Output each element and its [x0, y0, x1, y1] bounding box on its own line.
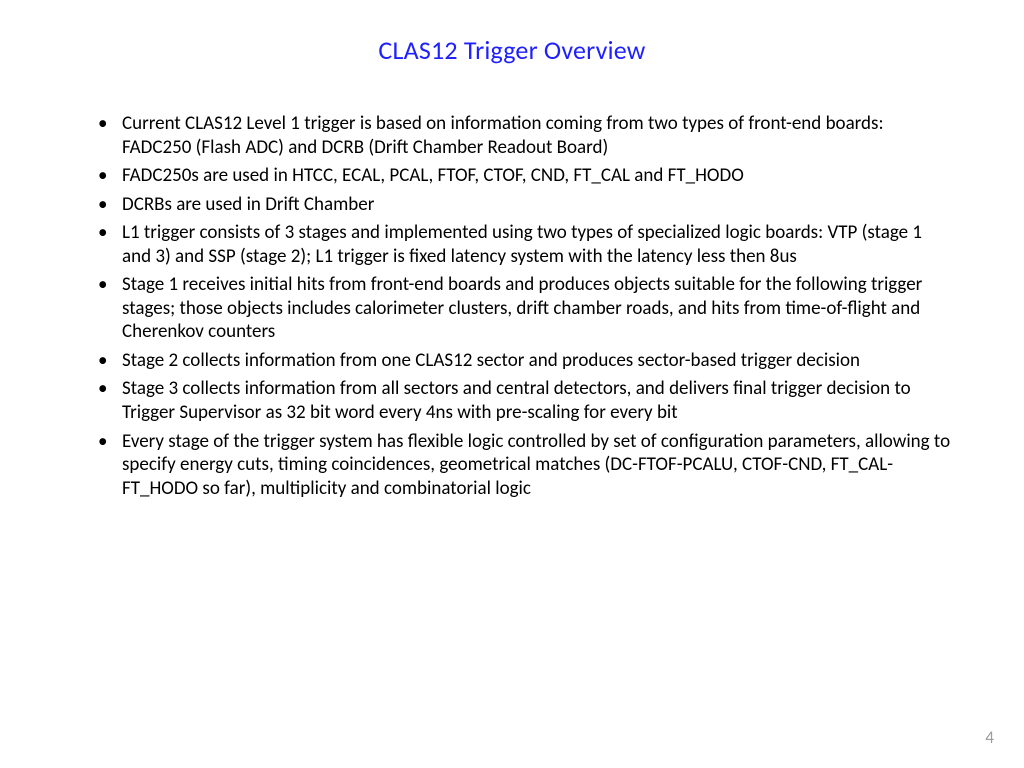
slide-title: CLAS12 Trigger Overview [70, 34, 954, 66]
list-item: FADC250s are used in HTCC, ECAL, PCAL, F… [98, 164, 954, 188]
list-item: L1 trigger consists of 3 stages and impl… [98, 221, 954, 268]
list-item: Current CLAS12 Level 1 trigger is based … [98, 112, 954, 159]
list-item: Stage 1 receives initial hits from front… [98, 273, 954, 344]
list-item: Stage 3 collects information from all se… [98, 377, 954, 424]
list-item: Every stage of the trigger system has fl… [98, 430, 954, 501]
page-number: 4 [985, 727, 994, 748]
slide: CLAS12 Trigger Overview Current CLAS12 L… [0, 0, 1024, 768]
list-item: Stage 2 collects information from one CL… [98, 349, 954, 373]
list-item: DCRBs are used in Drift Chamber [98, 193, 954, 217]
bullet-list: Current CLAS12 Level 1 trigger is based … [70, 112, 954, 500]
